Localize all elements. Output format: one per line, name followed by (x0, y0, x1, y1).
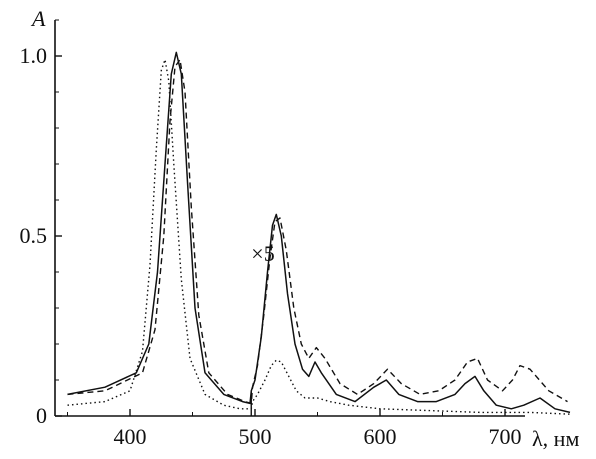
annotation-scale-x5: ×5 (251, 241, 274, 266)
x-tick-label: 700 (489, 424, 522, 449)
series-group (67, 51, 571, 415)
x-tick-label: 500 (239, 424, 272, 449)
x-tick-label: 400 (114, 424, 147, 449)
y-axis-label: A (30, 6, 46, 31)
x-tick-label: 600 (364, 424, 397, 449)
y-tick-label: 0.5 (20, 223, 48, 248)
y-tick-label: 1.0 (20, 43, 48, 68)
axes: 0 0.5 1.0 400 500 600 700 (20, 19, 525, 449)
y-tick-label: 0 (36, 403, 47, 428)
x-axis-label: λ, нм (532, 426, 579, 451)
series-line-dashed (67, 58, 568, 405)
series-line-solid (67, 51, 571, 414)
labels-group: A λ, нм ×5 (30, 6, 579, 451)
series-line-dotted (67, 58, 571, 415)
